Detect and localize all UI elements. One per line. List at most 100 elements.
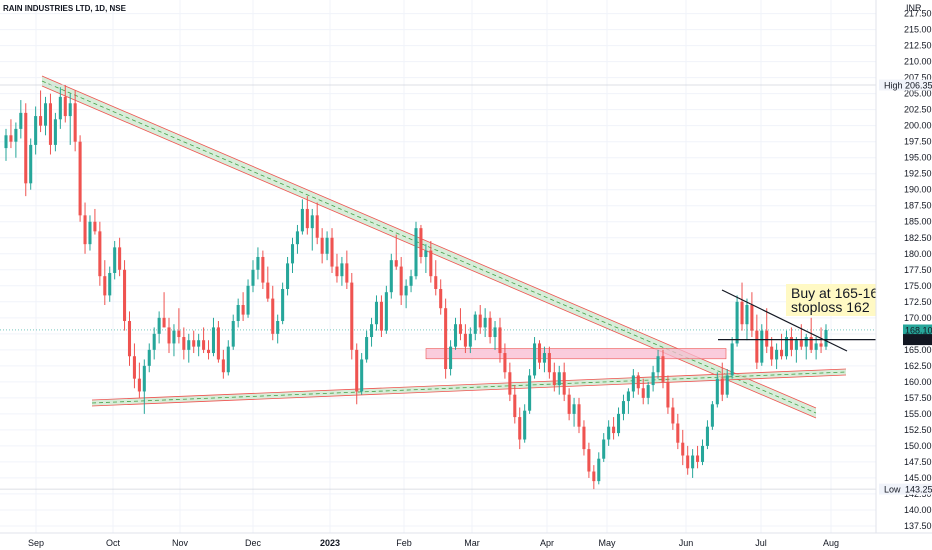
- candle-body: [182, 337, 186, 350]
- candle-body: [226, 346, 230, 373]
- low-price-tag: [903, 483, 932, 495]
- candle-body: [365, 337, 369, 360]
- chart-title: RAIN INDUSTRIES LTD, 1D, NSE: [3, 4, 127, 13]
- low-price-label-tag: [879, 483, 903, 495]
- candle-body: [819, 343, 823, 347]
- candle-body: [4, 135, 8, 149]
- candle-body: [434, 276, 438, 289]
- candle-body: [221, 359, 225, 373]
- candle-body: [211, 327, 216, 354]
- candle-body: [167, 327, 171, 344]
- candle-body: [473, 314, 477, 334]
- candle-body: [73, 103, 77, 142]
- price-tick-label: 162.50: [904, 361, 932, 371]
- candle-body: [335, 266, 339, 277]
- candle-body: [236, 305, 240, 322]
- candle-body: [755, 330, 759, 363]
- price-tick-label: 155.00: [904, 409, 932, 419]
- price-tick-label: 175.00: [904, 281, 932, 291]
- candle-body: [63, 96, 67, 117]
- candle-body: [78, 141, 82, 216]
- candle-body: [735, 301, 739, 344]
- time-tick-label: Sep: [28, 538, 44, 548]
- candle-body: [463, 333, 467, 347]
- trade-note-line-2: stoploss 162: [791, 299, 870, 315]
- price-tick-label: 207.50: [904, 73, 932, 83]
- price-tick-label: 192.50: [904, 169, 932, 179]
- price-tick-label: 137.50: [904, 521, 932, 531]
- price-tick-label: 170.00: [904, 313, 932, 323]
- candle-body: [488, 317, 492, 338]
- low-price-label: Low: [884, 485, 901, 495]
- candle-body: [295, 231, 299, 245]
- candle-body: [241, 305, 245, 315]
- candle-body: [300, 208, 304, 232]
- candle-body: [384, 292, 388, 331]
- time-tick-label: Oct: [106, 538, 121, 548]
- price-tick-label: 177.50: [904, 265, 932, 275]
- candle-body: [399, 266, 403, 296]
- price-tick-label: 160.00: [904, 377, 932, 387]
- candle-body: [671, 407, 675, 424]
- price-tick-label: 195.00: [904, 153, 932, 163]
- candle-body: [784, 337, 789, 357]
- candle-body: [246, 285, 250, 315]
- candle-body: [700, 445, 705, 462]
- high-price-label-tag: [879, 79, 903, 91]
- candle-body: [577, 404, 581, 427]
- low-price-value: 143.25: [905, 485, 932, 495]
- price-tick-label: 140.00: [904, 505, 932, 515]
- price-tick-label: 182.50: [904, 233, 932, 243]
- candle-body: [666, 381, 670, 408]
- candle-body: [157, 317, 161, 334]
- time-tick-label: Dec: [245, 538, 262, 548]
- candle-body: [409, 276, 413, 286]
- candle-body: [206, 349, 211, 354]
- candle-body: [780, 349, 784, 357]
- candle-body: [557, 372, 561, 386]
- price-tick-label: 150.00: [904, 441, 932, 451]
- candle-body: [453, 324, 458, 347]
- currency-label: INR: [906, 3, 922, 13]
- candle-body: [542, 353, 546, 363]
- candle-body: [750, 305, 754, 331]
- candle-body: [789, 337, 793, 350]
- candle-body: [508, 372, 512, 395]
- candle-body: [370, 324, 374, 338]
- candle-body: [503, 353, 507, 373]
- candle-body: [661, 356, 665, 382]
- candle-body: [419, 228, 423, 257]
- candle-body: [681, 442, 685, 456]
- candle-body: [468, 333, 472, 347]
- candle-body: [276, 321, 280, 334]
- time-tick-label: Feb: [396, 538, 412, 548]
- candle-body: [814, 343, 818, 350]
- candle-body: [547, 353, 551, 373]
- candle-body: [53, 119, 57, 145]
- price-tick-label: 190.00: [904, 185, 932, 195]
- candle-body: [261, 256, 265, 283]
- candle-body: [562, 372, 566, 395]
- candle-body: [142, 365, 146, 392]
- candle-body: [794, 340, 798, 350]
- price-tick-label: 212.50: [904, 41, 932, 51]
- candle-body: [14, 128, 18, 142]
- candle-body: [152, 333, 156, 350]
- candle-body: [123, 269, 127, 322]
- candle-body: [404, 285, 408, 296]
- candle-body: [533, 343, 537, 376]
- time-tick-label: May: [598, 538, 616, 548]
- candle-body: [83, 215, 87, 245]
- candle-body: [113, 247, 117, 273]
- candle-body: [320, 237, 324, 254]
- falling-trendline: [721, 289, 848, 352]
- candle-body: [592, 471, 596, 482]
- price-tick-label: 147.50: [904, 457, 932, 467]
- falling-channel-bottom: [41, 85, 817, 419]
- candle-body: [360, 359, 364, 392]
- time-tick-label: 2023: [320, 538, 340, 548]
- price-tick-label: 145.00: [904, 473, 932, 483]
- candle-body: [172, 330, 176, 344]
